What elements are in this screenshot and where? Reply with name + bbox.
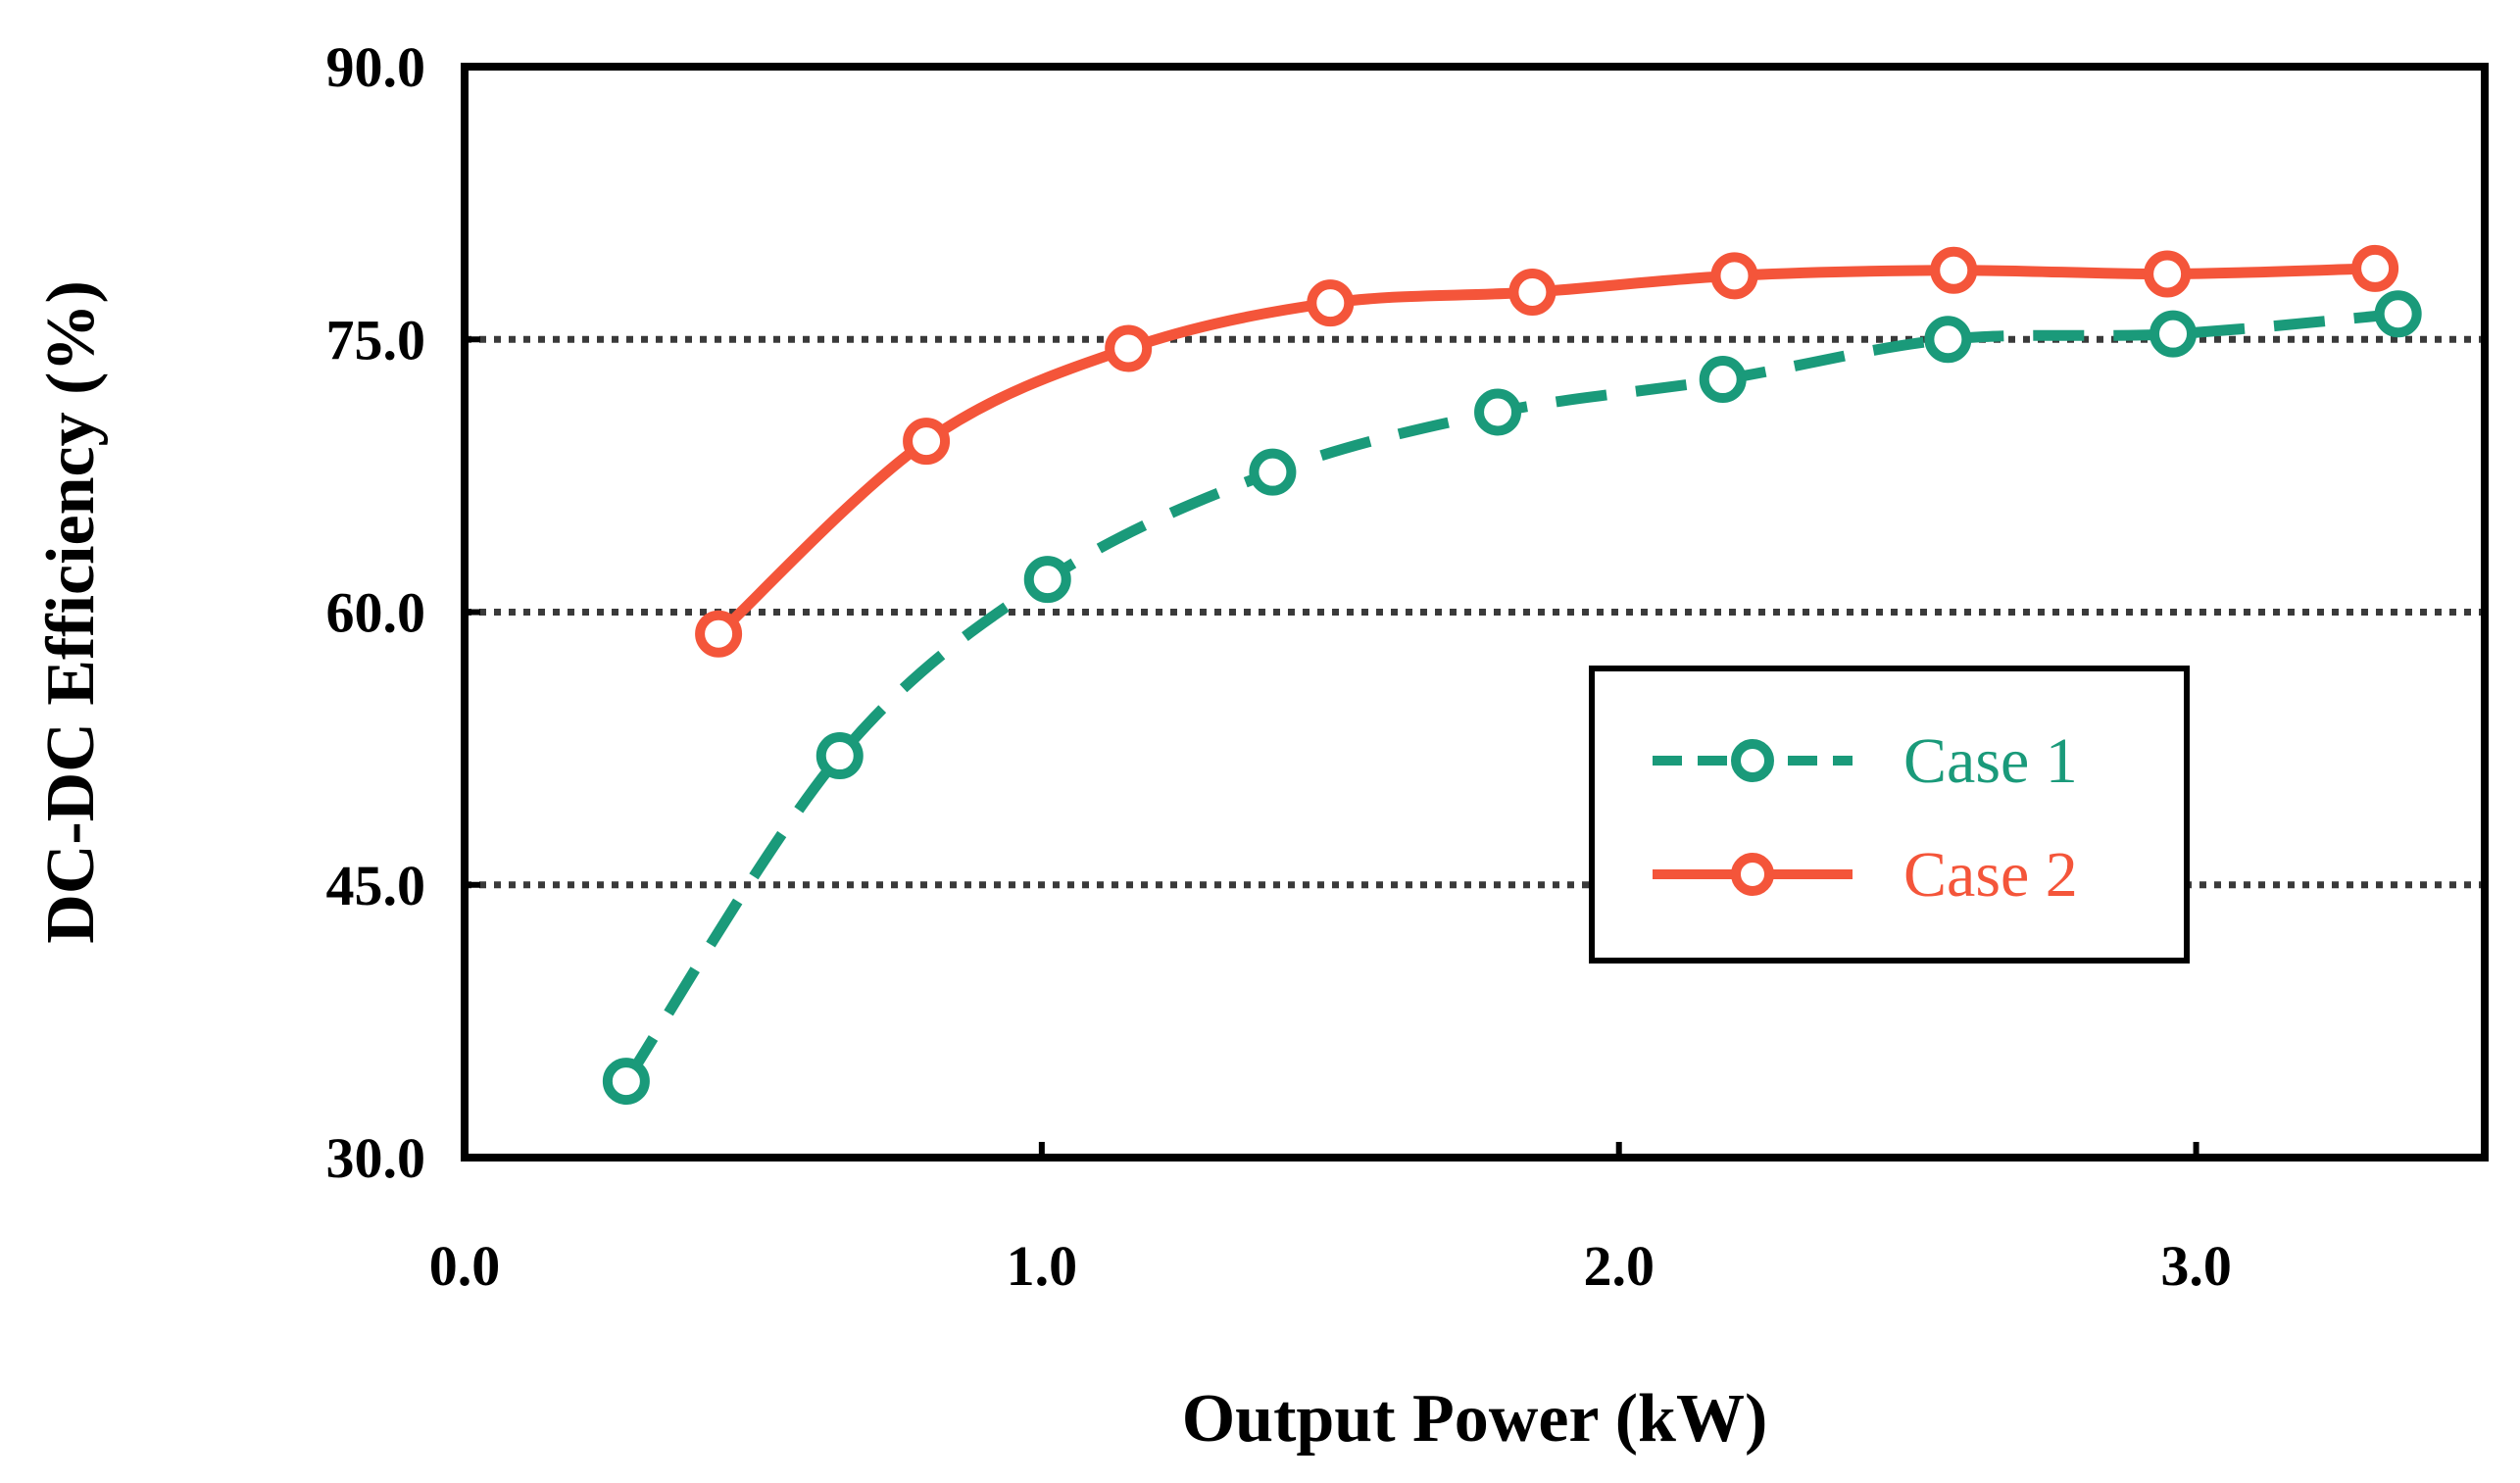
x-tick-label: 2.0 [1583, 1234, 1655, 1298]
data-point [1924, 316, 1972, 364]
legend-marker-case-2 [1731, 853, 1774, 896]
data-point [2351, 244, 2399, 292]
data-point [1930, 246, 1978, 294]
series-1 [602, 290, 2422, 1106]
series-2 [695, 244, 2399, 658]
data-point [1508, 269, 1556, 317]
x-axis-title: Output Power (kW) [1182, 1381, 1768, 1457]
y-tick-label: 45.0 [326, 854, 426, 917]
data-point [2144, 250, 2192, 298]
data-point [2374, 290, 2422, 338]
y-axis-title: DC-DC Efficiency (%) [33, 280, 109, 943]
legend-box [1589, 666, 2190, 964]
x-tick-label: 3.0 [2160, 1234, 2232, 1298]
data-point [815, 732, 864, 780]
y-tick-label: 60.0 [326, 581, 426, 645]
data-point [903, 418, 951, 466]
legend: Case 1 Case 2 [1589, 666, 2190, 964]
legend-marker-case-1 [1731, 739, 1774, 782]
data-point [1474, 388, 1522, 436]
y-tick-label: 90.0 [326, 35, 426, 99]
data-point [1105, 324, 1153, 372]
x-tick-label: 0.0 [429, 1234, 501, 1298]
data-point [1699, 356, 1747, 404]
series-group [602, 244, 2422, 1106]
y-tick-label: 75.0 [326, 308, 426, 371]
data-point [1249, 448, 1297, 496]
data-point [2149, 310, 2198, 358]
series-line [715, 263, 2376, 638]
series-line [621, 308, 2399, 1085]
legend-label-case-1: Case 1 [1903, 725, 2078, 797]
plot-area-frame [461, 63, 2489, 1162]
y-tick-label: 30.0 [326, 1126, 426, 1190]
legend-label-case-2: Case 2 [1903, 839, 2078, 911]
data-point [602, 1058, 650, 1106]
x-tick-label: 1.0 [1007, 1234, 1078, 1298]
axis-ticks: 30.0 45.0 60.0 75.0 90.0 0.0 1.0 2.0 3.0 [326, 35, 2232, 1298]
data-point [1710, 252, 1758, 300]
data-point [1023, 556, 1071, 604]
data-point [1307, 279, 1355, 327]
data-point [695, 610, 743, 658]
